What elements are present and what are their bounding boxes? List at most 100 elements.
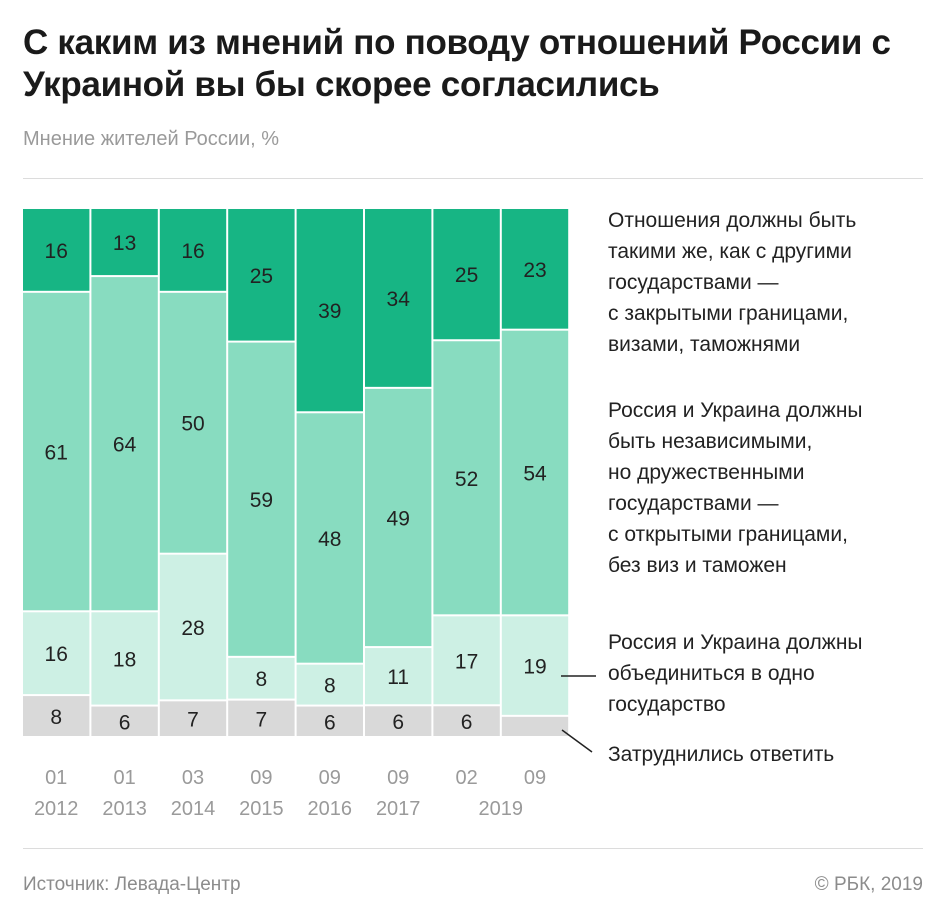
legend-entry-unite: Россия и Украина должны объединиться в од… — [608, 627, 863, 720]
x-tick-year: 2017 — [376, 798, 421, 820]
bar-segment — [365, 209, 432, 387]
legend-line: такими же, как с другими — [608, 240, 852, 263]
x-tick-month: 01 — [45, 767, 67, 789]
data-label: 54 — [523, 463, 547, 486]
data-label: 13 — [113, 232, 136, 255]
legend-entry-difficult: Затруднились ответить — [608, 739, 834, 770]
bar-segment — [296, 209, 363, 412]
bar-segment — [159, 554, 227, 700]
legend-entry-independent-friendly: Россия и Украина должны быть независимыми… — [608, 395, 863, 581]
data-label: 48 — [318, 528, 341, 551]
bar-segment — [91, 277, 158, 611]
bar-segment — [365, 388, 432, 647]
bar-segment — [501, 616, 569, 715]
data-label: 8 — [324, 675, 336, 698]
bar-segment — [23, 696, 90, 736]
legend-line: Затруднились ответить — [608, 743, 835, 766]
bar-segment — [228, 209, 295, 341]
legend-line: государствами — — [608, 492, 779, 515]
bar-segment — [23, 292, 90, 611]
data-label: 6 — [119, 711, 131, 734]
data-label: 8 — [256, 668, 268, 691]
x-tick-month: 09 — [387, 767, 409, 789]
x-tick-year: 2014 — [171, 798, 216, 820]
chart-title: С каким из мнений по поводу отношений Ро… — [23, 23, 891, 104]
bottom-divider — [23, 848, 923, 849]
x-tick-month: 09 — [250, 767, 272, 789]
bar-segment — [365, 648, 432, 705]
x-tick-year: 2019 — [479, 798, 524, 820]
bar-segment — [23, 612, 90, 695]
data-label: 64 — [113, 434, 137, 457]
data-label: 16 — [45, 240, 68, 263]
legend-line: быть независимыми, — [608, 430, 813, 453]
bar-segment — [159, 292, 227, 553]
bar-segment — [91, 612, 158, 705]
leader-line-difficult — [561, 729, 593, 753]
bar-segment — [159, 209, 227, 291]
legend-line: без виз и таможен — [608, 554, 787, 577]
data-label: 16 — [181, 240, 204, 263]
x-tick-month: 09 — [524, 767, 546, 789]
legend-line: государствами — — [608, 271, 779, 294]
bar-segment — [433, 706, 500, 736]
x-tick-year: 2013 — [102, 798, 147, 820]
bar-segment — [433, 616, 500, 705]
x-tick-month: 09 — [319, 767, 341, 789]
data-label: 59 — [250, 489, 273, 512]
data-label: 16 — [45, 643, 68, 666]
legend-line: с открытыми границами, — [608, 523, 848, 546]
bar-segment — [23, 209, 90, 291]
legend-line: Россия и Украина должны — [608, 399, 863, 422]
bar-segment — [296, 706, 363, 736]
bar-segment — [501, 209, 569, 329]
bar-segment — [228, 657, 295, 699]
x-tick-month: 03 — [182, 767, 204, 789]
bar-segment — [159, 701, 227, 736]
data-label: 17 — [455, 650, 478, 673]
data-label: 50 — [181, 413, 204, 436]
legend-line: объединиться в одно — [608, 662, 815, 685]
x-tick-month: 02 — [455, 767, 477, 789]
legend-line: визами, таможнями — [608, 333, 801, 356]
data-label: 18 — [113, 648, 136, 671]
data-label: 7 — [187, 709, 199, 732]
bar-segment — [228, 342, 295, 656]
legend-entry-same-as-others: Отношения должны быть такими же, как с др… — [608, 205, 856, 360]
legend-line: Россия и Украина должны — [608, 631, 863, 654]
data-label: 7 — [256, 708, 268, 731]
legend-line: но дружественными — [608, 461, 805, 484]
bar-segment — [296, 664, 363, 705]
data-label: 11 — [387, 666, 409, 689]
data-label: 6 — [324, 711, 336, 734]
legend-line: Отношения должны быть — [608, 209, 857, 232]
chart-subtitle: Мнение жителей России, % — [23, 128, 280, 150]
bar-segment — [228, 700, 295, 736]
bar-segment — [91, 706, 158, 736]
legend-line: государство — [608, 693, 726, 716]
x-tick-year: 2012 — [34, 798, 79, 820]
data-label: 19 — [523, 656, 546, 679]
data-label: 6 — [461, 711, 473, 734]
data-label: 8 — [50, 706, 62, 729]
data-label: 34 — [387, 288, 411, 311]
source-note: Источник: Левада-Центр — [23, 874, 241, 895]
bar-segment — [433, 209, 500, 340]
data-label: 52 — [455, 468, 478, 491]
bar-segment — [433, 341, 500, 615]
bar-segment — [296, 413, 363, 663]
bar-segment — [365, 706, 432, 736]
copyright: © РБК, 2019 — [814, 874, 923, 895]
legend-line: с закрытыми границами, — [608, 302, 849, 325]
data-label: 25 — [455, 264, 478, 287]
data-label: 49 — [387, 507, 410, 530]
bar-segment — [91, 209, 158, 276]
data-label: 23 — [523, 259, 546, 282]
x-tick-year: 2016 — [308, 798, 353, 820]
data-label: 61 — [45, 442, 68, 465]
bar-segment — [501, 716, 569, 736]
data-label: 6 — [392, 711, 404, 734]
data-label: 28 — [181, 617, 204, 640]
